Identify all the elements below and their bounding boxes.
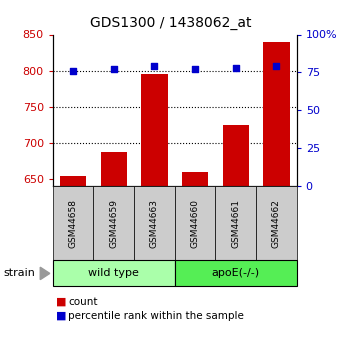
Point bbox=[111, 67, 117, 72]
Text: ■: ■ bbox=[56, 311, 67, 321]
Text: GSM44660: GSM44660 bbox=[191, 199, 199, 248]
Bar bbox=[141, 73, 168, 186]
Text: GSM44661: GSM44661 bbox=[231, 199, 240, 248]
Text: GSM44658: GSM44658 bbox=[69, 199, 78, 248]
Text: GDS1300 / 1438062_at: GDS1300 / 1438062_at bbox=[90, 16, 251, 30]
Text: wild type: wild type bbox=[88, 268, 139, 278]
Bar bbox=[60, 176, 86, 186]
Text: strain: strain bbox=[3, 268, 35, 278]
Text: apoE(-/-): apoE(-/-) bbox=[212, 268, 260, 278]
Point bbox=[233, 65, 238, 71]
Point bbox=[152, 63, 157, 69]
Text: GSM44663: GSM44663 bbox=[150, 199, 159, 248]
Polygon shape bbox=[40, 267, 50, 279]
Bar bbox=[223, 125, 249, 186]
Point bbox=[192, 67, 198, 72]
Bar bbox=[182, 172, 208, 186]
Text: GSM44659: GSM44659 bbox=[109, 199, 118, 248]
Text: GSM44662: GSM44662 bbox=[272, 199, 281, 248]
Point bbox=[273, 63, 279, 69]
Bar bbox=[101, 152, 127, 186]
Bar bbox=[263, 42, 290, 186]
Point bbox=[71, 68, 76, 74]
Text: count: count bbox=[68, 297, 98, 307]
Text: percentile rank within the sample: percentile rank within the sample bbox=[68, 311, 244, 321]
Text: ■: ■ bbox=[56, 297, 67, 307]
